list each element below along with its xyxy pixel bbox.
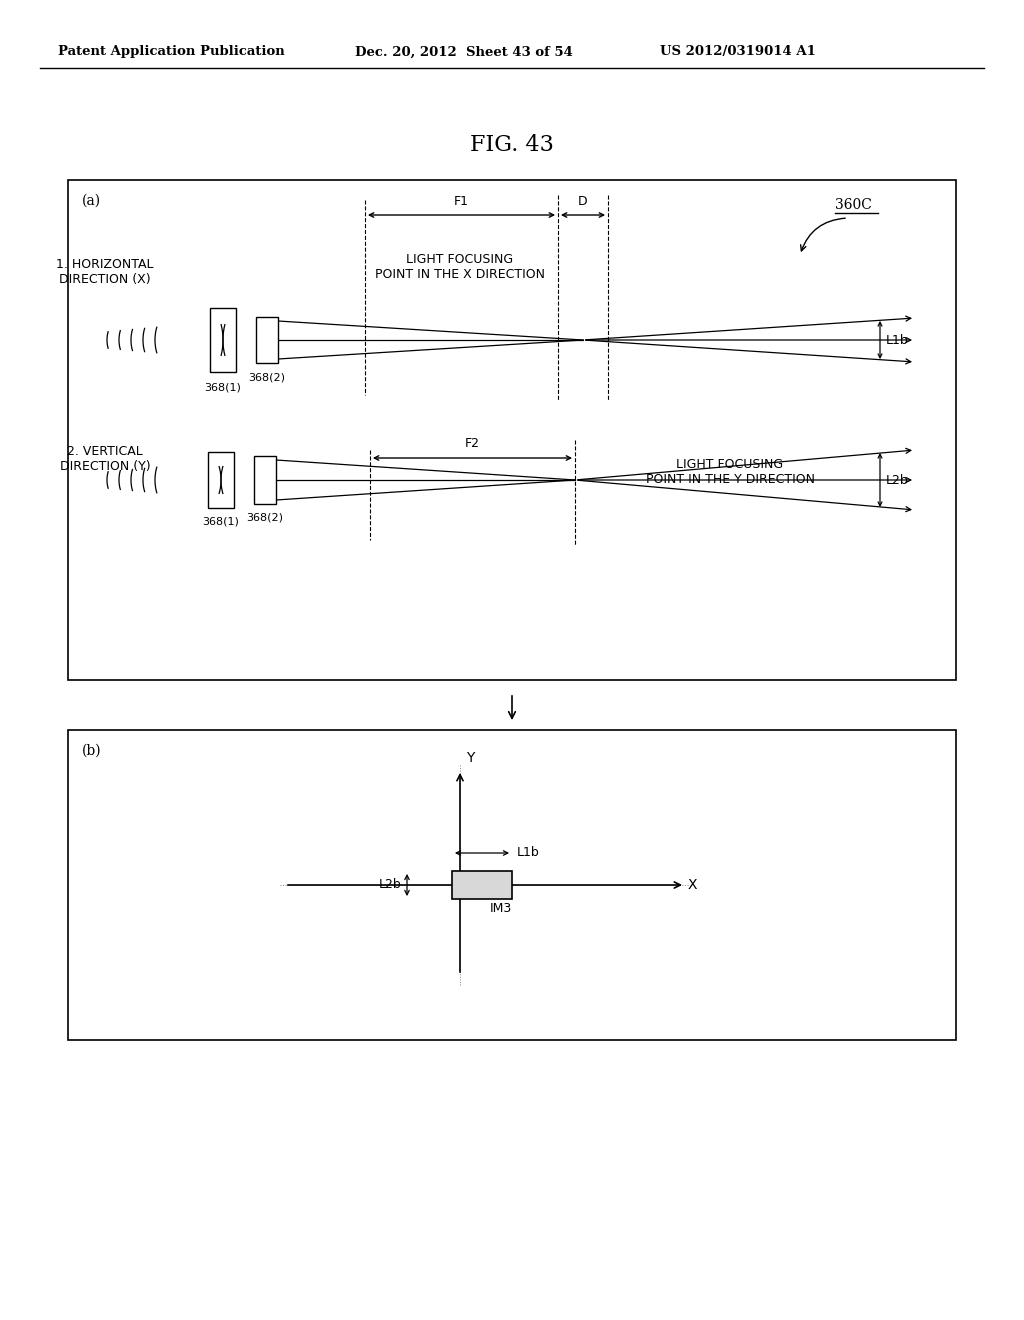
Text: (a): (a) <box>82 194 101 209</box>
Text: LIGHT FOCUSING
POINT IN THE X DIRECTION: LIGHT FOCUSING POINT IN THE X DIRECTION <box>375 253 545 281</box>
Text: 368(2): 368(2) <box>249 374 286 383</box>
Text: L1b: L1b <box>886 334 908 346</box>
Text: US 2012/0319014 A1: US 2012/0319014 A1 <box>660 45 816 58</box>
Bar <box>256 317 278 363</box>
Text: IM3: IM3 <box>490 902 512 915</box>
Text: X: X <box>688 878 697 892</box>
Text: F2: F2 <box>465 437 480 450</box>
Bar <box>208 451 234 508</box>
Bar <box>452 871 512 899</box>
Text: FIG. 43: FIG. 43 <box>470 135 554 156</box>
Text: L2b: L2b <box>379 879 402 891</box>
Text: (b): (b) <box>82 744 101 758</box>
Bar <box>68 730 956 1040</box>
Text: 368(1): 368(1) <box>203 516 240 525</box>
Bar <box>210 308 236 372</box>
Bar <box>254 455 276 504</box>
Text: 360C: 360C <box>835 198 871 213</box>
Text: 2. VERTICAL
DIRECTION (Y): 2. VERTICAL DIRECTION (Y) <box>59 445 151 473</box>
Text: F1: F1 <box>454 195 469 209</box>
Text: LIGHT FOCUSING
POINT IN THE Y DIRECTION: LIGHT FOCUSING POINT IN THE Y DIRECTION <box>645 458 814 486</box>
Text: 368(2): 368(2) <box>247 512 284 521</box>
Text: 1. HORIZONTAL
DIRECTION (X): 1. HORIZONTAL DIRECTION (X) <box>56 257 154 286</box>
Text: L1b: L1b <box>517 846 540 859</box>
Text: Y: Y <box>466 751 474 766</box>
Text: 368(1): 368(1) <box>205 381 242 392</box>
Text: Dec. 20, 2012  Sheet 43 of 54: Dec. 20, 2012 Sheet 43 of 54 <box>355 45 572 58</box>
Text: L2b: L2b <box>886 474 908 487</box>
Bar <box>68 180 956 680</box>
Text: D: D <box>579 195 588 209</box>
Text: Patent Application Publication: Patent Application Publication <box>58 45 285 58</box>
